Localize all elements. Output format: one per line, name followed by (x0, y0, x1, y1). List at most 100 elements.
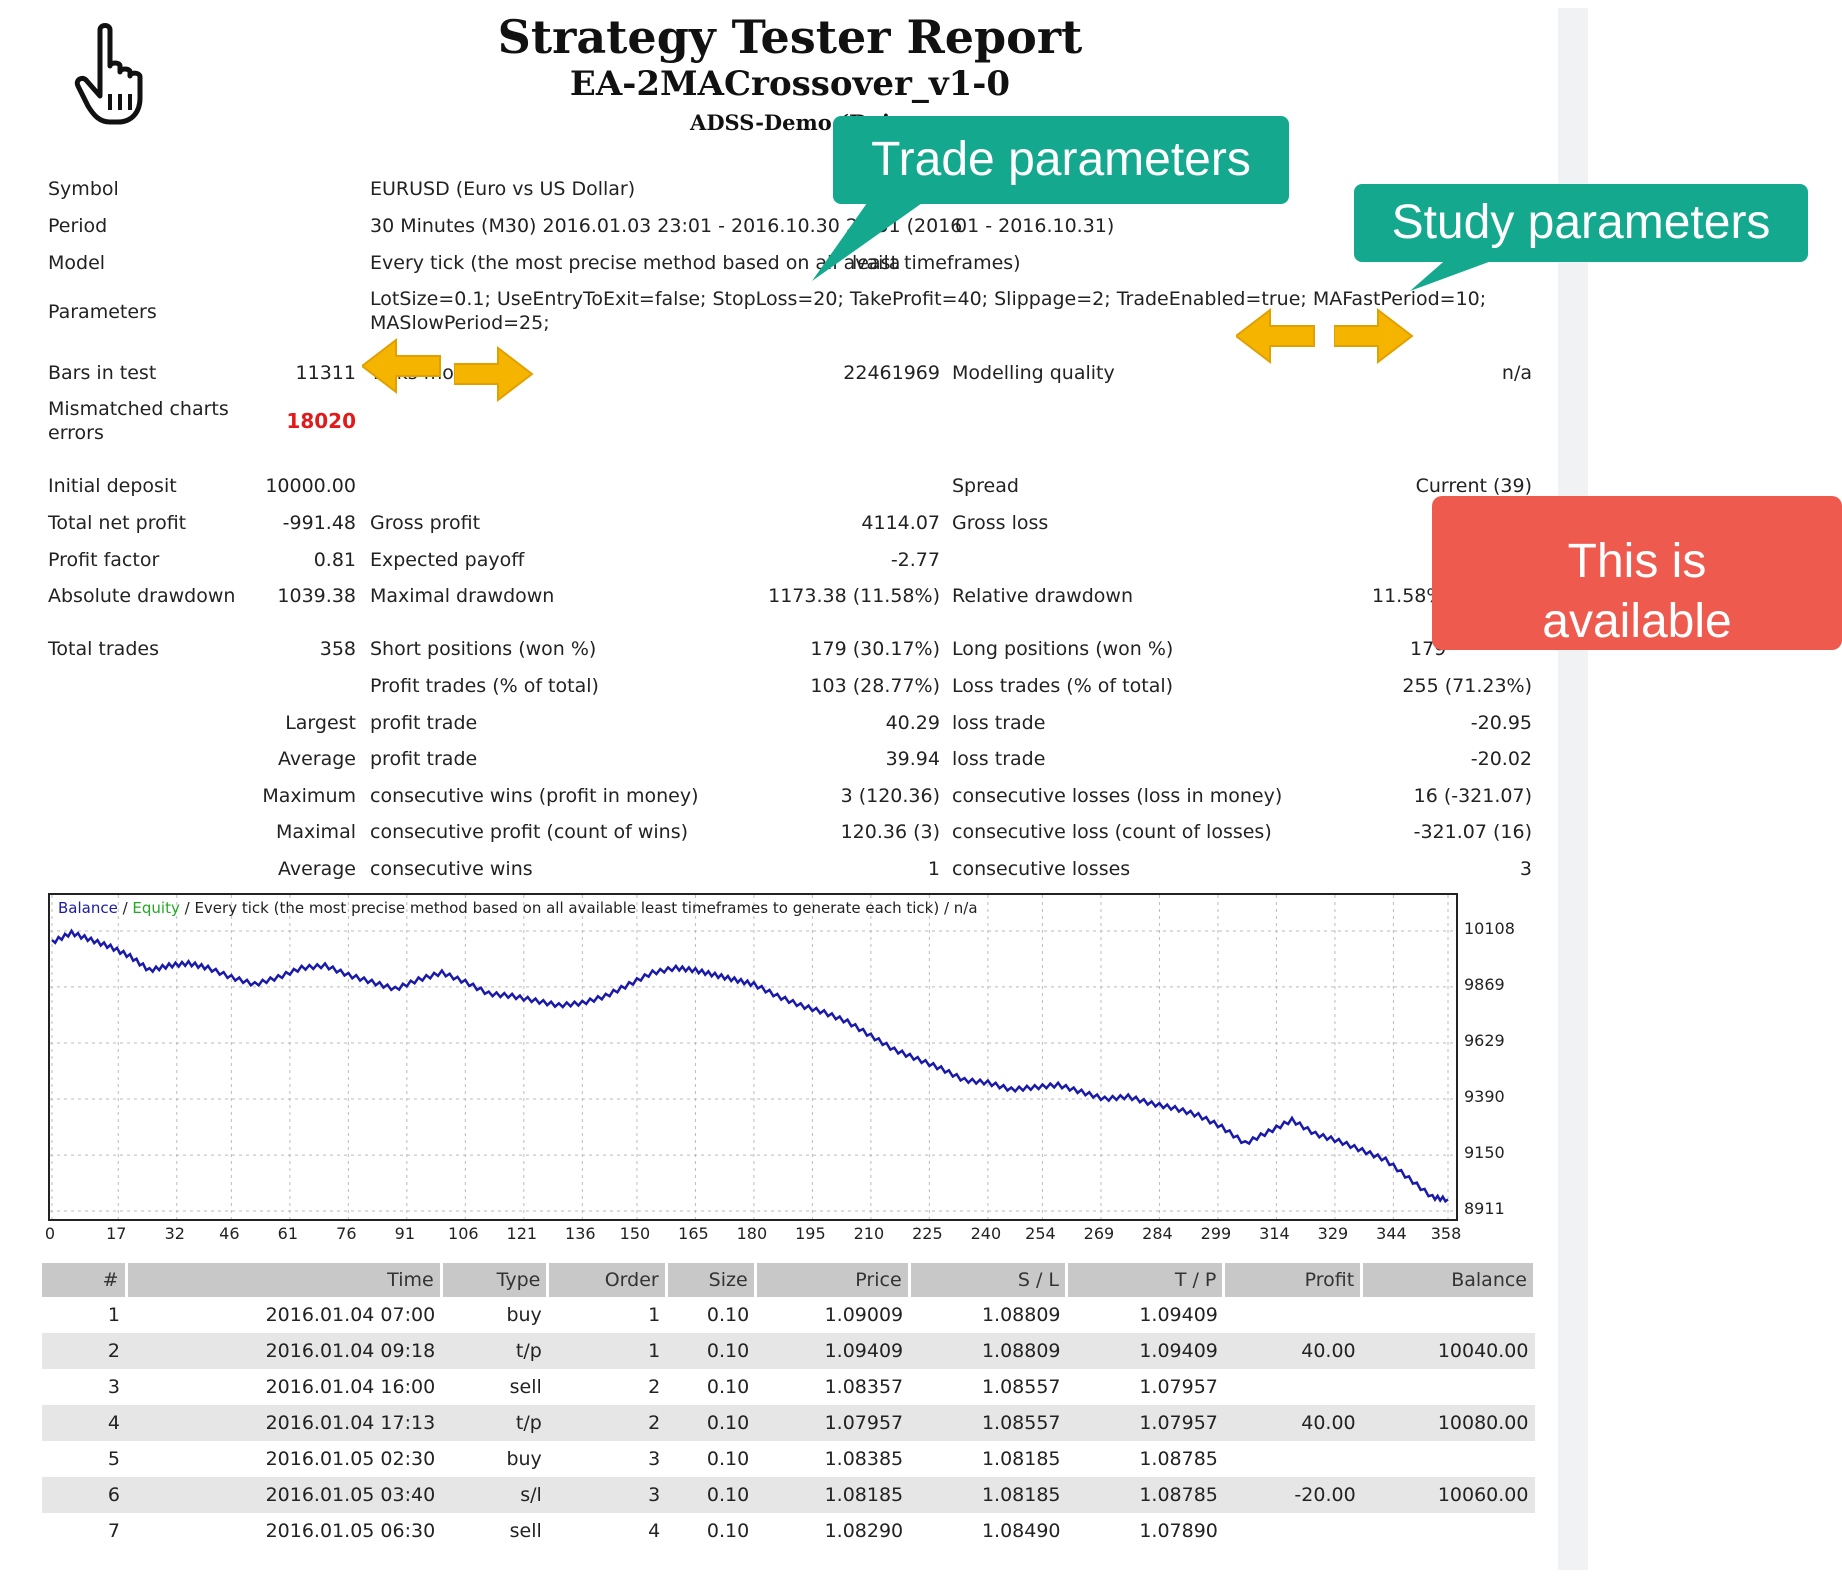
table-cell: 3 (648, 1448, 661, 1470)
x-tick-label: 150 (619, 1224, 651, 1243)
table-row[interactable]: 6 2016.01.05 03:40 s/l 3 0.10 1.08185 1.08185 1… (42, 1477, 1535, 1513)
arrow-left-icon (1236, 307, 1315, 365)
table-cell: t/p (441, 1333, 548, 1369)
x-tick-label: 0 (44, 1224, 56, 1243)
y-tick-label: 8911 (1464, 1199, 1505, 1218)
table-cell (1362, 1297, 1535, 1333)
x-tick-label: 32 (164, 1224, 185, 1243)
table-cell: 5 (107, 1448, 120, 1470)
gross-profit-label: Gross profit (370, 512, 481, 534)
rel-drawdown-label: Relative drawdown (952, 585, 1133, 607)
table-cell: 1.08185 (755, 1477, 910, 1513)
abs-drawdown-value: 1039.38 (277, 585, 356, 607)
largest-loss-value: -20.95 (1470, 712, 1532, 734)
column-header[interactable]: Profit (1223, 1263, 1364, 1297)
column-header[interactable]: Type (441, 1263, 550, 1297)
table-cell: 1 (648, 1304, 661, 1326)
table-cell: 1 (107, 1304, 120, 1326)
server-name: ADSS-Demo (Bui (690, 110, 890, 135)
short-positions-label: Short positions (won %) (370, 638, 597, 660)
table-cell: 1.08557 (981, 1376, 1061, 1398)
table-cell: 2 (648, 1376, 661, 1398)
y-tick-label: 9869 (1464, 974, 1505, 994)
table-cell: sell (509, 1376, 542, 1398)
x-tick-label: 106 (448, 1224, 479, 1243)
y-tick-label: 9390 (1464, 1086, 1505, 1106)
x-tick-label: 344 (1376, 1224, 1407, 1243)
table-row[interactable]: 1 2016.01.04 07:00 buy 1 0.10 1.09009 1.08809 1… (42, 1297, 1535, 1333)
max-losses-label: consecutive losses (loss in money) (952, 785, 1283, 807)
profit-factor-value: 0.81 (313, 549, 356, 571)
x-tick-label: 76 (336, 1224, 357, 1243)
x-tick-label: 254 (1025, 1224, 1056, 1243)
x-tick-label: 314 (1259, 1224, 1290, 1243)
table-cell: 1.08785 (1139, 1448, 1218, 1470)
table-row[interactable]: 5 2016.01.05 02:30 buy 3 0.10 1.08385 1.08185 1… (42, 1441, 1535, 1477)
x-tick-label: 136 (565, 1224, 596, 1243)
column-header[interactable]: S / L (909, 1263, 1069, 1297)
avg-losses-label: consecutive losses (952, 858, 1131, 880)
table-row[interactable]: 3 2016.01.04 16:00 sell 2 0.10 1.08357 1.08557… (42, 1369, 1535, 1405)
parameters-line2: MASlowPeriod=25; (370, 312, 550, 334)
average-label: Average (277, 748, 356, 770)
ea-name: EA-2MACrossover_v1-0 (569, 64, 1011, 104)
legend-description: / Every tick (the most precise method ba… (179, 899, 978, 917)
net-profit-value: -991.48 (282, 512, 356, 534)
table-cell (1224, 1513, 1362, 1549)
column-header[interactable]: Time (126, 1263, 443, 1297)
expected-payoff-value: -2.77 (890, 549, 940, 571)
model-value: Every tick (the most precise method base… (370, 252, 901, 274)
table-cell: 0.10 (706, 1304, 750, 1326)
table-cell: 0.10 (706, 1448, 750, 1470)
table-cell: 1.08290 (824, 1520, 904, 1542)
table-row[interactable]: 7 2016.01.05 06:30 sell 4 0.10 1.08290 1.08490… (42, 1513, 1535, 1549)
x-tick-label: 225 (912, 1224, 943, 1243)
table-cell: 2016.01.04 16:00 (265, 1376, 436, 1398)
largest-profit-label: profit trade (370, 712, 478, 734)
period-value-tail: 01 - 2016.10.31) (955, 215, 1115, 237)
profit-trades-value: 103 (28.77%) (810, 675, 940, 697)
arrow-left-icon (362, 337, 441, 395)
loss-trades-value: 255 (71.23%) (1402, 675, 1532, 697)
table-cell: sell (509, 1520, 542, 1542)
bars-label: Bars in test (48, 362, 157, 384)
x-tick-label: 61 (277, 1224, 299, 1243)
mismatch-value: 18020 (286, 409, 356, 433)
column-header[interactable]: Price (755, 1263, 911, 1297)
table-row[interactable]: 4 2016.01.04 17:13 t/p 2 0.10 1.07957 1.08557 1… (42, 1405, 1535, 1441)
table-cell: 1.08490 (981, 1520, 1061, 1542)
initial-deposit-label: Initial deposit (48, 475, 177, 497)
max-wins-label: consecutive wins (profit in money) (370, 785, 699, 807)
table-cell: 2 (42, 1333, 126, 1369)
table-cell: 4 (42, 1405, 126, 1441)
max-losses-value: 16 (-321.07) (1413, 785, 1532, 807)
x-tick-label: 284 (1142, 1224, 1173, 1243)
table-cell: 7 (107, 1520, 120, 1542)
table-cell: 1.07957 (1066, 1405, 1224, 1441)
table-row[interactable]: 2 2016.01.04 09:18 t/p 1 0.10 1.09409 1.08809 1… (42, 1333, 1535, 1369)
legend-separator: / (117, 899, 133, 917)
column-header[interactable]: # (42, 1263, 128, 1297)
table-cell: 2016.01.05 06:30 (265, 1520, 436, 1542)
arrow-right-icon (454, 345, 534, 403)
y-tick-label: 9629 (1464, 1031, 1505, 1051)
column-header[interactable]: T / P (1066, 1263, 1226, 1297)
table-cell: 0.10 (706, 1376, 750, 1398)
table-cell: 1.08357 (824, 1376, 904, 1398)
max-wins-value: 3 (120.36) (840, 785, 940, 807)
x-tick-label: 121 (506, 1224, 538, 1243)
study-parameters-callout: Study parameters (1354, 184, 1808, 262)
max-drawdown-label: Maximal drawdown (370, 585, 555, 607)
column-header[interactable]: Order (547, 1263, 668, 1297)
table-cell: 0.10 (666, 1405, 756, 1441)
trades-body: 1 2016.01.04 07:00 buy 1 0.10 1.09009 1.08809 1… (42, 1297, 1535, 1549)
column-header[interactable]: Size (666, 1263, 757, 1297)
column-header[interactable]: Balance (1361, 1263, 1536, 1297)
available-callout-line2: available (1542, 595, 1732, 648)
scrollbar-track[interactable] (1558, 8, 1588, 1570)
average2-label: Average (277, 858, 356, 880)
mismatch-label-2: errors (48, 422, 104, 444)
table-cell: 40.00 (1223, 1333, 1362, 1369)
x-tick-label: 240 (970, 1224, 1002, 1243)
